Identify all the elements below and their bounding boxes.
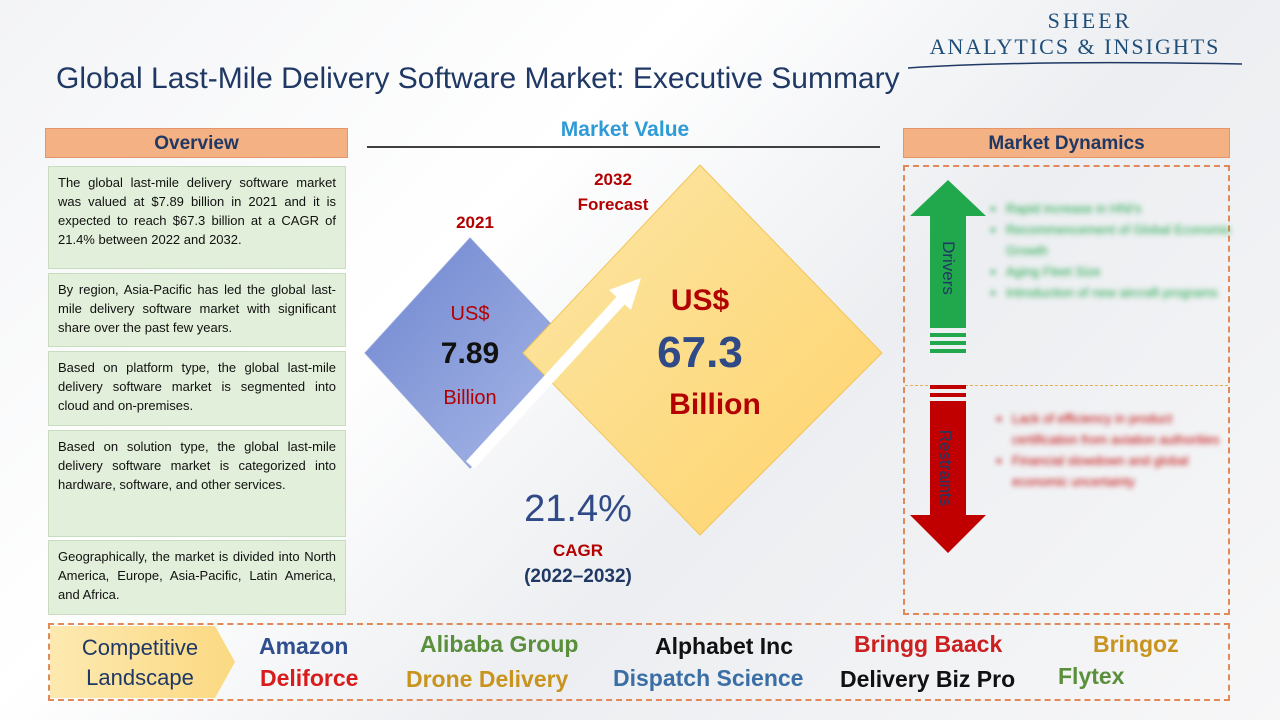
company-name: Drone Delivery [406,666,569,692]
diamond-2032 [522,164,883,536]
company-name: Bringoz [1093,631,1179,657]
page-title: Global Last-Mile Delivery Software Marke… [56,62,900,95]
company-name: Bringg Baack [854,631,1003,657]
market-value-diamonds [364,164,883,536]
value-2021: 7.89 [440,337,500,370]
year-2021-label: 2021 [456,213,494,232]
company-name: Amazon [259,633,349,659]
overview-paragraph: Geographically, the market is divided in… [48,540,346,615]
cagr-period: (2022–2032) [524,566,632,587]
overview-header: Overview [45,128,348,158]
driver-item: Rapid increase in HNI's [1006,198,1234,219]
competitive-label-banner [50,626,235,698]
growth-arrow-shaft [465,294,628,469]
drivers-list: Rapid increase in HNI's Recommencement o… [990,198,1234,303]
logo-swoosh [908,61,1242,69]
company-name: Alibaba Group [420,631,579,657]
competitive-label-line1: Competitive [81,635,199,660]
growth-arrow-head [609,278,641,310]
drivers-label: Drivers [939,241,958,295]
restraint-item: Lack of efficiency in product certificat… [1012,408,1234,450]
restraint-item: Financial slowdown and global economic u… [1012,450,1234,492]
value-2032: 67.3 [657,328,743,377]
company-name: Deliforce [260,665,359,691]
forecast-label: Forecast [577,195,649,214]
overview-paragraph: By region, Asia-Pacific has led the glob… [48,273,346,347]
brand-logo-line2: ANALYTICS & INSIGHTS [929,34,1221,59]
unit-2032: Billion [669,388,761,421]
competitive-landscape-label: Competitive Landscape [62,633,218,693]
competitive-landscape-panel [48,623,1230,701]
currency-2032: US$ [670,284,730,317]
company-name: Delivery Biz Pro [840,666,1016,692]
driver-item: Aging Fleet Size [1006,261,1234,282]
restraints-list: Lack of efficiency in product certificat… [996,408,1234,492]
diamond-2021 [364,237,579,469]
drivers-arrow-icon [910,180,986,353]
market-value-header: Market Value [560,118,690,141]
competitive-label-line2: Landscape [86,665,194,690]
brand-logo-line1: SHEER [1047,8,1133,33]
company-name: Dispatch Science [613,665,804,691]
overview-paragraph: The global last-mile delivery software m… [48,166,346,269]
cagr-label: CAGR [552,541,604,560]
driver-item: Introduction of new aircraft programs [1006,282,1234,303]
company-name: Alphabet Inc [655,633,794,659]
currency-2021: US$ [450,303,490,325]
overview-paragraph: Based on platform type, the global last-… [48,351,346,426]
year-2032-label: 2032 [594,170,632,189]
market-dynamics-header: Market Dynamics [903,128,1230,158]
unit-2021: Billion [443,387,497,409]
restraints-arrow-icon [910,385,986,553]
overview-paragraph: Based on solution type, the global last-… [48,430,346,537]
restraints-label: Restraints [936,429,955,507]
company-name: Flytex [1058,663,1125,689]
market-dynamics-panel [903,165,1230,615]
cagr-value: 21.4% [524,488,632,530]
dynamics-divider [905,385,1228,386]
driver-item: Recommencement of Global Economic Growth [1006,219,1234,261]
market-value-divider [367,146,880,148]
